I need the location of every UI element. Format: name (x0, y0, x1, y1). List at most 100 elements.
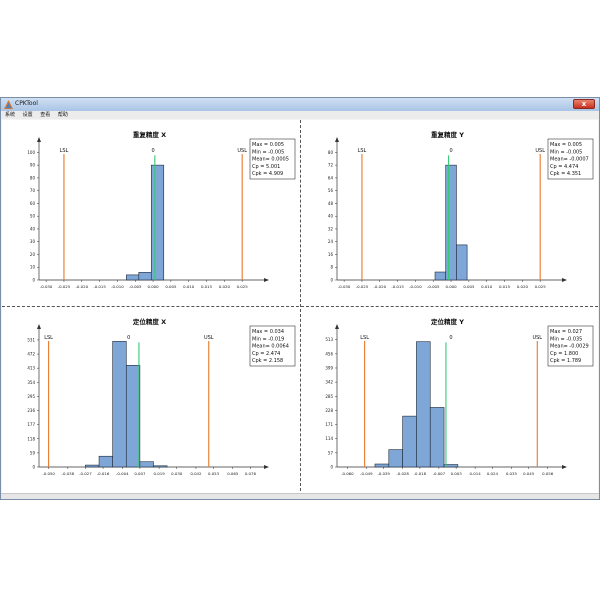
histogram-bar (98, 455, 113, 468)
chart-title: 定位精度 Y (430, 317, 464, 326)
x-tick-label: 0.010 (183, 284, 195, 289)
x-tick-label: 0.025 (237, 284, 249, 289)
menu-help[interactable]: 帮助 (57, 112, 68, 118)
close-button[interactable]: x (573, 99, 595, 109)
y-tick-label: 80 (328, 150, 334, 155)
y-tick-label: 24 (328, 239, 334, 244)
stats-line: Cpk = 4.909 (252, 171, 283, 177)
usl-label: USL (532, 335, 542, 341)
title-bar[interactable]: CPKTool x (1, 98, 599, 111)
x-tick-label: -0.020 (374, 284, 387, 289)
y-axis-arrow (37, 324, 41, 329)
x-tick-label: 0.065 (227, 471, 239, 476)
x-tick-label: 0.000 (147, 284, 159, 289)
stats-line: Max = 0.005 (252, 142, 284, 148)
x-tick-label: 0.056 (542, 471, 554, 476)
panel-repeat-x: 重复精度 X 0 10 20 30 40 50 60 70 80 90 100 -0.030 -0.025… (2, 120, 300, 306)
y-tick-label: 513 (325, 337, 333, 342)
x-axis-arrow (264, 465, 269, 469)
stats-box (547, 138, 594, 180)
x-tick-label: 0.076 (245, 471, 257, 476)
x-tick-label: -0.004 (116, 471, 129, 476)
y-tick-label: 57 (328, 450, 334, 455)
x-tick-label: 0.042 (190, 471, 202, 476)
y-tick-label: 20 (30, 252, 36, 257)
panel-position-x: 定位精度 X 0 59 118 177 236 295 354 413 472 531 -0.050 -… (2, 307, 300, 493)
x-tick-label: -0.060 (341, 471, 354, 476)
x-tick-label: 0.045 (523, 471, 535, 476)
lsl-label: LSL (358, 148, 367, 154)
stats-line: Min = -0.035 (550, 336, 582, 342)
menu-view[interactable]: 查看 (40, 112, 51, 118)
close-icon: x (581, 100, 587, 108)
histogram-bar (150, 164, 165, 281)
stats-line: Min = -0.019 (252, 336, 284, 342)
y-tick-label: 40 (328, 214, 334, 219)
x-tick-label: 0.007 (134, 471, 146, 476)
stats-line: Min = -0.005 (252, 149, 284, 155)
x-tick-label: 0.030 (171, 471, 183, 476)
target-label: 0 (151, 148, 154, 154)
histogram-bar (434, 271, 447, 281)
stats-line: Cpk = 2.158 (252, 358, 283, 364)
x-tick-label: -0.010 (111, 284, 124, 289)
y-tick-label: 114 (325, 436, 333, 441)
x-tick-label: -0.018 (414, 471, 427, 476)
y-tick-label: 64 (328, 175, 334, 180)
stats-line: Max = 0.034 (252, 329, 284, 335)
app-icon (4, 100, 13, 109)
x-tick-label: 0.020 (219, 284, 231, 289)
y-tick-label: 285 (325, 394, 333, 399)
y-axis-arrow (335, 324, 339, 329)
stats-line: Cp = 4.474 (550, 164, 578, 170)
stats-line: Cpk = 4.351 (550, 171, 581, 177)
x-axis-arrow (264, 278, 269, 282)
y-tick-label: 30 (30, 239, 36, 244)
x-tick-label: 0.053 (208, 471, 220, 476)
y-tick-label: 56 (328, 188, 334, 193)
menu-system[interactable]: 系统 (5, 112, 16, 118)
panel-repeat-y: 重复精度 Y 0 8 16 24 32 40 48 56 64 72 80 -0.030 -0.025 -0… (300, 120, 598, 306)
x-tick-label: -0.005 (427, 284, 440, 289)
histogram-bar (138, 272, 152, 281)
y-tick-label: 228 (325, 408, 333, 413)
x-tick-label: 0.003 (451, 471, 463, 476)
stats-line: Min = -0.005 (550, 149, 582, 155)
stats-line: Cp = 1.800 (550, 351, 578, 357)
chart-title: 重复精度 Y (431, 130, 464, 139)
y-tick-label: 413 (27, 366, 35, 371)
y-tick-label: 0 (330, 465, 333, 470)
x-tick-label: 0.035 (506, 471, 518, 476)
menu-settings[interactable]: 设置 (22, 112, 33, 118)
y-tick-label: 472 (27, 352, 35, 357)
y-tick-label: 236 (27, 408, 35, 413)
app-window: CPKTool x 系统 设置 查看 帮助 重复精度 X 0 10 20 30 40 50 6… (0, 97, 600, 500)
y-tick-label: 90 (30, 163, 36, 168)
histogram-bar (139, 461, 154, 468)
stats-line: Max = 0.027 (550, 329, 582, 335)
target-label: 0 (449, 148, 452, 154)
x-axis-arrow (562, 465, 567, 469)
y-tick-label: 118 (27, 436, 35, 441)
histogram-chart: 重复精度 X 0 10 20 30 40 50 60 70 80 90 100 -0.030 -0.025… (27, 130, 296, 289)
histogram-bar (374, 463, 390, 468)
target-label: 0 (449, 335, 452, 341)
x-tick-label: -0.007 (433, 471, 446, 476)
histogram-bar (125, 365, 141, 468)
stats-box (547, 325, 594, 367)
stats-line: Mean= 0.0005 (252, 157, 289, 163)
y-tick-label: 40 (30, 226, 36, 231)
panel-position-y: 定位精度 Y 0 57 114 171 228 285 342 399 456 513 -0.060 -… (300, 307, 598, 493)
y-tick-label: 0 (32, 278, 35, 283)
x-tick-label: -0.025 (58, 284, 71, 289)
y-tick-label: 0 (330, 278, 333, 283)
x-tick-label: -0.050 (42, 471, 55, 476)
histogram-chart: 重复精度 Y 0 8 16 24 32 40 48 56 64 72 80 -0.030 -0.025 -0… (328, 130, 594, 289)
chart-title: 定位精度 X (132, 317, 166, 326)
stats-line: Mean= 0.0064 (252, 344, 289, 350)
x-tick-label: -0.030 (338, 284, 351, 289)
histogram-bar (443, 464, 459, 468)
x-tick-label: 0.025 (535, 284, 547, 289)
target-label: 0 (127, 335, 130, 341)
y-tick-label: 80 (30, 175, 36, 180)
